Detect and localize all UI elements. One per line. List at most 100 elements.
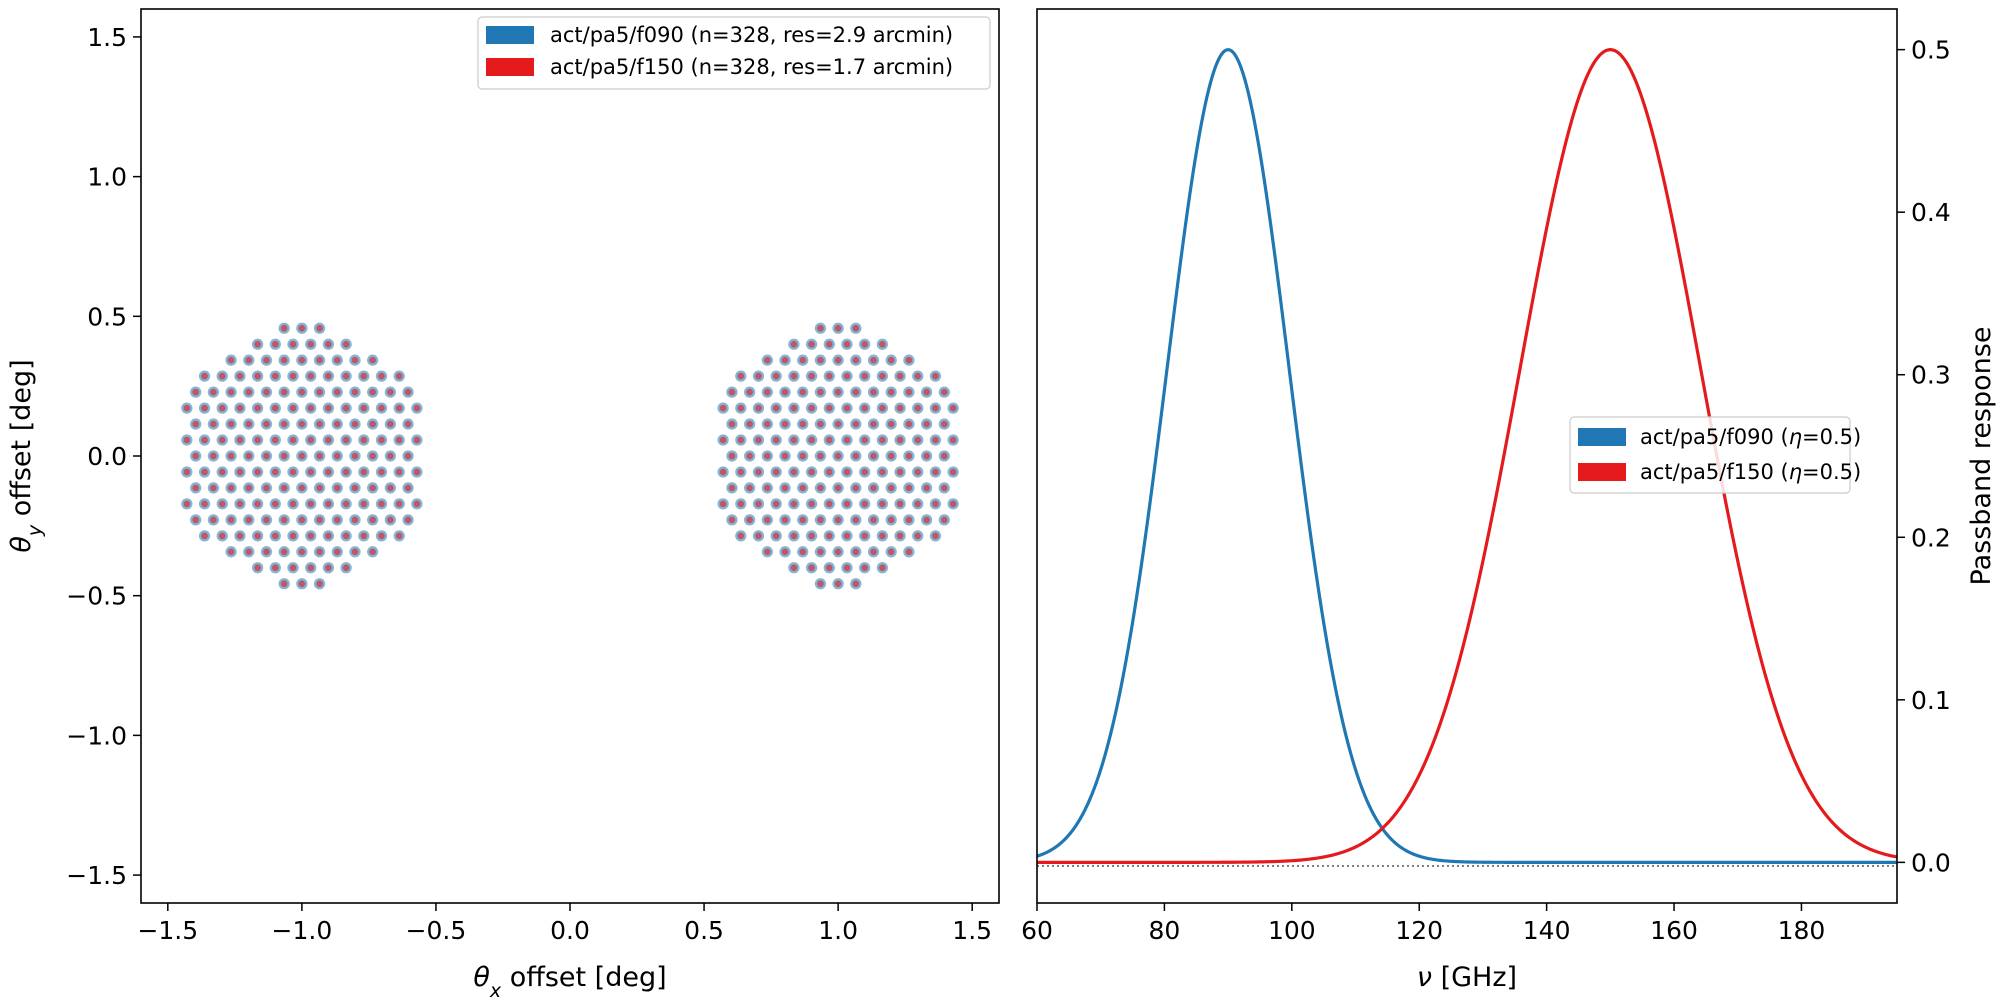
detector-f150-point (307, 564, 315, 572)
detector-f150-point (342, 340, 350, 348)
passband-f150-line (1036, 48, 1898, 864)
detector-f150-point (316, 580, 323, 588)
detector-f150-point (940, 452, 948, 460)
detector-f150-point (316, 356, 323, 364)
detector-f150-point (834, 580, 842, 588)
detector-f150-point (790, 436, 798, 444)
detector-f150-point (808, 564, 815, 572)
detector-f150-point (790, 500, 798, 508)
x-tick-label: −0.5 (406, 916, 467, 945)
detector-f150-point (870, 548, 877, 556)
detector-f150-point (369, 420, 377, 428)
detector-f150-point (183, 500, 191, 508)
detector-f150-point (413, 468, 421, 476)
detector-f150-point (825, 436, 833, 444)
detector-f150-point (817, 484, 824, 492)
detector-f150-point (289, 372, 297, 380)
detector-f150-point (271, 532, 279, 540)
detector-f150-point (271, 340, 279, 348)
detector-f150-point (263, 548, 270, 556)
detector-f150-point (280, 388, 288, 396)
detector-f150-point (932, 404, 939, 412)
detector-f150-point (870, 420, 877, 428)
detector-f150-point (307, 468, 315, 476)
detector-f150-point (201, 500, 208, 508)
detector-f150-point (887, 484, 895, 492)
x-tick-label: 80 (1149, 916, 1181, 945)
detector-f150-point (325, 564, 332, 572)
x-tick-label: 120 (1395, 916, 1443, 945)
detector-f150-point (772, 532, 780, 540)
detector-f150-point (737, 532, 745, 540)
detector-f150-point (201, 436, 208, 444)
legend-box (477, 16, 991, 90)
detector-f150-point (360, 372, 368, 380)
detector-points (181, 322, 959, 590)
detector-f150-point (728, 516, 736, 524)
y-tick-label: 0.0 (87, 442, 127, 471)
detector-f150-point (843, 564, 851, 572)
detector-f150-point (360, 500, 368, 508)
detector-f150-point (940, 388, 948, 396)
detector-f150-point (781, 484, 789, 492)
detector-f150-point (360, 436, 368, 444)
detector-f150-point (905, 388, 913, 396)
detector-f150-point (289, 468, 297, 476)
detector-f150-point (218, 532, 226, 540)
detector-f150-point (280, 356, 288, 364)
detector-f150-point (404, 388, 412, 396)
detector-f150-point (799, 484, 807, 492)
x-tick-label: 100 (1268, 916, 1316, 945)
x-tick-label: −1.0 (272, 916, 333, 945)
detector-f150-point (387, 420, 394, 428)
detector-f150-point (852, 516, 860, 524)
detector-f150-point (843, 436, 851, 444)
detector-f150-point (263, 420, 270, 428)
detector-f150-point (404, 420, 412, 428)
detector-f150-point (808, 340, 815, 348)
detector-f150-point (192, 484, 200, 492)
detector-f150-point (289, 532, 297, 540)
detector-f150-point (755, 500, 762, 508)
detector-f150-point (763, 516, 771, 524)
detector-f150-point (227, 452, 235, 460)
legend-swatch-f150 (1578, 463, 1626, 481)
detector-f150-point (263, 484, 270, 492)
detector-f150-point (763, 420, 771, 428)
detector-f150-point (342, 500, 350, 508)
detector-f150-point (387, 516, 394, 524)
detector-f150-point (763, 548, 771, 556)
detector-f150-point (210, 516, 217, 524)
detector-f150-point (342, 436, 350, 444)
detector-f150-point (307, 404, 315, 412)
detector-f150-point (852, 548, 860, 556)
detector-f150-point (808, 468, 815, 476)
detector-f150-point (790, 340, 798, 348)
detector-f150-point (254, 500, 261, 508)
detector-f150-point (192, 516, 200, 524)
detector-f150-point (360, 468, 368, 476)
detector-f150-point (192, 388, 200, 396)
detector-f150-point (825, 372, 833, 380)
detector-f150-point (342, 564, 350, 572)
detector-f150-point (227, 388, 235, 396)
detector-f150-point (298, 548, 306, 556)
detector-f150-point (746, 516, 753, 524)
detector-f150-point (289, 436, 297, 444)
detector-f150-point (817, 548, 824, 556)
passband-curves (1036, 48, 1898, 864)
detector-f150-point (218, 404, 226, 412)
detector-f150-point (351, 388, 359, 396)
detector-f150-point (825, 564, 833, 572)
detector-f150-point (790, 404, 798, 412)
detector-f150-point (923, 420, 930, 428)
x-tick-label: 180 (1778, 916, 1826, 945)
detector-f150-point (737, 372, 745, 380)
detector-f150-point (825, 404, 833, 412)
detector-f150-point (719, 436, 727, 444)
detector-f150-point (298, 324, 306, 332)
detector-f150-point (852, 484, 860, 492)
detector-f150-point (227, 420, 235, 428)
detector-f150-point (378, 372, 385, 380)
detector-f150-point (254, 436, 261, 444)
